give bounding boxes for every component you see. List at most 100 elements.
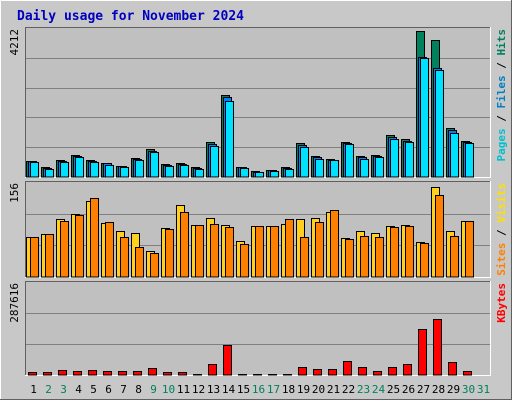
side-legend: Sites / Visits	[495, 183, 508, 276]
bar-kbytes-day-5	[88, 370, 97, 376]
bar-sites-day-2	[45, 234, 54, 278]
bar-pages-day-11	[180, 165, 189, 178]
bar-kbytes-day-19	[298, 367, 307, 376]
bar-sites-day-1	[30, 237, 39, 278]
bar-kbytes-day-27	[418, 329, 427, 376]
series-kbytes	[28, 319, 472, 376]
x-tick-label: 13	[207, 383, 220, 396]
legend-entry: /	[495, 56, 508, 76]
panel-hits-files-pages: 4212 Pages / Files / Hits	[8, 27, 508, 178]
bar-kbytes-day-16	[253, 374, 262, 376]
bar-sites-day-27	[420, 243, 429, 278]
x-tick-label: 17	[267, 383, 280, 396]
bar-sites-day-20	[315, 222, 324, 278]
bar-pages-day-19	[300, 147, 309, 178]
legend-entry: Hits	[495, 29, 508, 56]
x-tick-label: 16	[252, 383, 265, 396]
bar-sites-day-26	[405, 226, 414, 278]
legend-entry: /	[495, 223, 508, 243]
bar-sites-day-7	[120, 237, 129, 278]
bar-kbytes-day-10	[163, 372, 172, 376]
bar-pages-day-1	[30, 162, 39, 178]
bar-kbytes-day-9	[148, 368, 157, 376]
bar-pages-day-29	[450, 133, 459, 178]
series-pages	[30, 58, 474, 178]
bar-kbytes-day-4	[73, 371, 82, 376]
bar-kbytes-day-8	[133, 371, 142, 376]
panel-kbytes: 287616 KBytes	[8, 281, 508, 376]
bar-kbytes-day-22	[343, 361, 352, 376]
bar-pages-day-21	[330, 160, 339, 178]
bar-pages-day-8	[135, 160, 144, 178]
x-tick-label: 19	[297, 383, 310, 396]
y-max-label: 287616	[8, 283, 21, 323]
x-tick-label: 14	[222, 383, 236, 396]
bar-pages-day-28	[435, 70, 444, 178]
x-tick-label: 4	[75, 383, 82, 396]
bar-sites-day-11	[180, 212, 189, 278]
bar-sites-day-12	[195, 225, 204, 278]
x-axis-labels: 1 2 3 4 5 6 7 8 9 10 11 12 13 14 15 16 17 18 19 20 21 22 23 24 2…	[30, 383, 490, 396]
bar-kbytes-day-17	[268, 374, 277, 376]
y-max-label: 156	[8, 183, 21, 203]
bar-kbytes-day-3	[58, 370, 67, 376]
legend-entry: Sites	[495, 243, 508, 276]
bar-sites-day-23	[360, 236, 369, 278]
bar-pages-day-16	[255, 172, 264, 178]
bar-pages-day-20	[315, 159, 324, 178]
chart-title: Daily usage for November 2024	[17, 9, 244, 24]
x-tick-label: 15	[237, 383, 250, 396]
x-tick-label: 23	[357, 383, 370, 396]
legend-entry: KBytes	[495, 283, 508, 323]
bar-kbytes-day-26	[403, 364, 412, 376]
bar-sites-day-4	[75, 215, 84, 278]
x-tick-label: 31	[477, 383, 490, 396]
x-tick-label: 18	[282, 383, 295, 396]
bar-sites-day-18	[285, 219, 294, 278]
bar-kbytes-day-24	[373, 371, 382, 376]
bar-sites-day-28	[435, 195, 444, 278]
bar-pages-day-24	[375, 157, 384, 178]
bar-kbytes-day-1	[28, 372, 37, 376]
bar-kbytes-day-7	[118, 371, 127, 376]
bar-kbytes-day-6	[103, 371, 112, 376]
x-tick-label: 9	[150, 383, 157, 396]
x-tick-label: 3	[60, 383, 67, 396]
x-tick-label: 30	[462, 383, 475, 396]
bar-pages-day-15	[240, 168, 249, 178]
plot-background	[25, 281, 491, 376]
bar-pages-day-3	[60, 162, 69, 178]
x-tick-label: 12	[192, 383, 205, 396]
x-tick-label: 28	[432, 383, 445, 396]
bar-pages-day-23	[360, 159, 369, 178]
x-tick-label: 10	[162, 383, 175, 396]
x-tick-label: 29	[447, 383, 460, 396]
bar-sites-day-29	[450, 236, 459, 278]
bar-sites-day-25	[390, 227, 399, 278]
bar-kbytes-day-29	[448, 362, 457, 376]
bar-sites-day-6	[105, 222, 114, 278]
legend-entry: Files	[495, 75, 508, 108]
bar-sites-day-5	[90, 198, 99, 278]
bar-kbytes-day-14	[223, 345, 232, 376]
x-tick-label: 11	[177, 383, 190, 396]
bar-kbytes-day-13	[208, 364, 217, 376]
chart-panels: 4212 Pages / Files / Hits 156 Sites / Visit…	[8, 27, 508, 376]
side-legend: KBytes	[495, 283, 508, 323]
bar-kbytes-day-11	[178, 372, 187, 376]
legend-entry: Visits	[495, 183, 508, 223]
x-tick-label: 26	[402, 383, 415, 396]
bar-pages-day-27	[420, 58, 429, 178]
series-sites	[30, 195, 474, 278]
bar-pages-day-25	[390, 139, 399, 178]
bar-kbytes-day-15	[238, 374, 247, 376]
x-tick-label: 22	[342, 383, 355, 396]
bar-kbytes-day-18	[283, 374, 292, 376]
bar-pages-day-18	[285, 169, 294, 178]
y-max-label: 4212	[8, 29, 21, 56]
x-tick-label: 5	[90, 383, 97, 396]
x-tick-label: 21	[327, 383, 340, 396]
x-tick-label: 8	[135, 383, 142, 396]
